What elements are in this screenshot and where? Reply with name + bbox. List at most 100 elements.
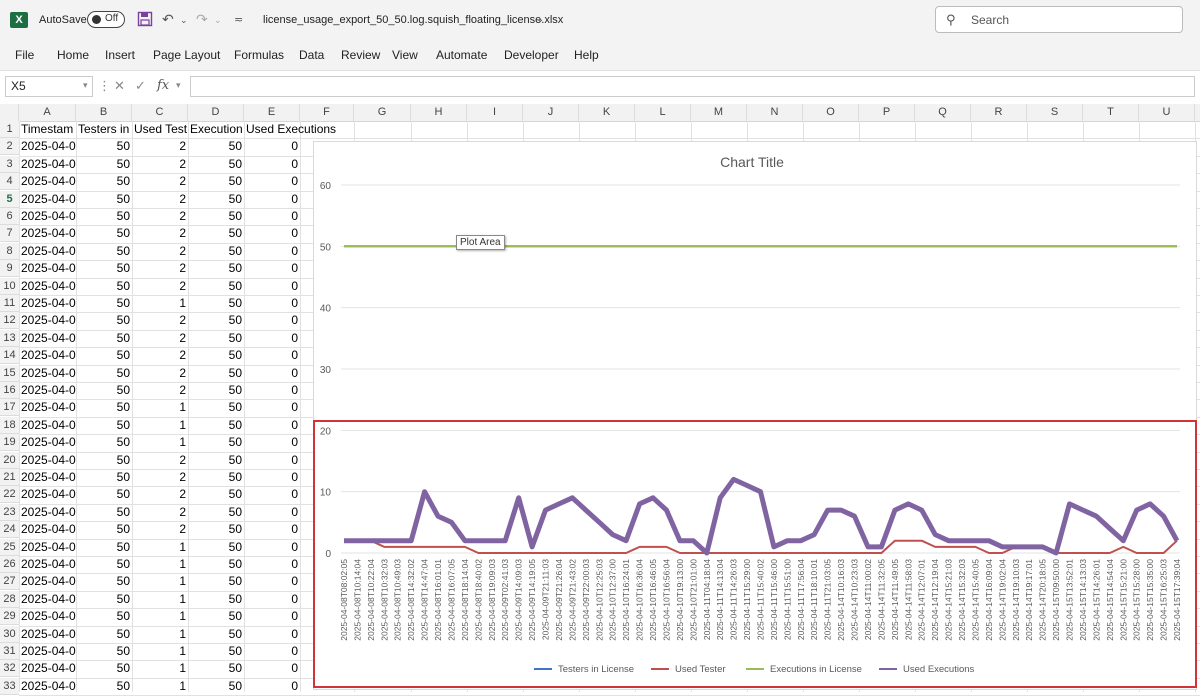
cell[interactable]: 50 [116,470,130,484]
row-header[interactable]: 20 [0,451,19,469]
cell[interactable]: 2025-04-0 [21,400,76,415]
cell[interactable]: 0 [291,539,298,554]
cell[interactable]: 2 [179,191,186,206]
cell[interactable]: 2025-04-0 [21,313,76,328]
cell[interactable]: 50 [116,296,130,310]
cell[interactable]: 50 [228,365,242,380]
cell[interactable]: 50 [116,661,130,676]
cell[interactable]: 50 [228,243,242,258]
more-options-icon[interactable]: ⋮ [98,78,111,93]
cell[interactable]: 2025-04-0 [21,330,76,345]
cell[interactable]: 0 [291,261,298,276]
row-header[interactable]: 30 [0,625,19,643]
cell[interactable]: 1 [179,296,186,310]
row-header[interactable]: 4 [0,173,19,191]
cell[interactable]: 0 [291,226,298,241]
cell[interactable]: 0 [291,661,298,676]
column-header-b[interactable]: B [76,104,132,121]
row-header[interactable]: 17 [0,399,19,417]
cell[interactable]: 0 [291,209,298,223]
cell[interactable]: 50 [116,557,130,571]
row-header[interactable]: 23 [0,503,19,521]
cell[interactable]: 50 [228,522,242,537]
cell[interactable]: 2 [179,487,186,502]
tab-automate[interactable]: Automate [436,48,488,62]
cell[interactable]: 50 [228,226,242,241]
cell[interactable]: 0 [291,400,298,415]
cell[interactable]: 50 [116,644,130,658]
row-header[interactable]: 10 [0,277,19,295]
cell[interactable]: 2 [179,313,186,328]
cell[interactable]: 50 [116,678,130,693]
row-header[interactable]: 13 [0,329,19,347]
filename-dropdown-icon[interactable]: ⌄ [536,14,545,25]
row-header[interactable]: 28 [0,590,19,608]
cell[interactable]: 2025-04-0 [21,504,76,519]
cell[interactable]: 1 [179,574,186,589]
tab-help[interactable]: Help [574,48,599,62]
cell[interactable]: 50 [116,139,130,154]
undo-dropdown-icon[interactable]: ⌄ [180,15,188,25]
column-header-r[interactable]: R [971,104,1027,121]
tab-view[interactable]: View [392,48,418,62]
cell[interactable]: 0 [291,330,298,345]
row-header[interactable]: 25 [0,538,19,556]
tab-file[interactable]: File [15,48,35,62]
cell[interactable]: 50 [228,557,242,571]
cell[interactable]: 0 [291,365,298,380]
cell[interactable]: 50 [228,139,242,154]
column-header-h[interactable]: H [411,104,467,121]
cell[interactable]: 2025-04-0 [21,591,76,606]
tab-data[interactable]: Data [299,48,325,62]
cell[interactable]: 1 [179,678,186,693]
cell[interactable]: 50 [116,156,130,171]
cell[interactable]: 50 [116,330,130,345]
column-header-a[interactable]: A [19,104,76,121]
cell[interactable]: 50 [116,383,130,397]
cell[interactable]: 50 [116,209,130,223]
select-all-corner[interactable] [0,104,19,121]
column-header-o[interactable]: O [803,104,859,121]
row-header[interactable]: 9 [0,260,19,278]
cell[interactable]: 1 [179,644,186,658]
cell[interactable]: 0 [291,417,298,432]
cell[interactable]: 2025-04-0 [21,156,76,171]
cell[interactable]: 50 [228,348,242,363]
column-header-j[interactable]: J [523,104,579,121]
cell[interactable]: 50 [228,383,242,397]
cell[interactable]: 50 [228,174,242,189]
tab-insert[interactable]: Insert [105,48,136,62]
cell[interactable]: 1 [179,626,186,641]
cell[interactable]: 2025-04-0 [21,191,76,206]
cell[interactable]: 50 [116,243,130,258]
cell[interactable]: 50 [228,591,242,606]
cell[interactable]: 2 [179,365,186,380]
cell[interactable]: 50 [228,296,242,310]
cell[interactable]: 0 [291,522,298,537]
row-header[interactable]: 21 [0,469,19,486]
tab-review[interactable]: Review [341,48,381,62]
cell[interactable]: 50 [116,174,130,189]
cell[interactable]: 0 [291,609,298,624]
cell[interactable]: 2 [179,452,186,467]
cell[interactable]: 50 [116,435,130,450]
cell[interactable]: 0 [291,243,298,258]
cell[interactable]: 2025-04-0 [21,435,76,450]
tab-formulas[interactable]: Formulas [234,48,285,62]
column-header-s[interactable]: S [1027,104,1083,121]
cell[interactable]: 50 [116,539,130,554]
cell[interactable]: 50 [228,452,242,467]
cell[interactable]: 50 [228,487,242,502]
save-icon[interactable] [137,11,153,30]
cell[interactable]: 2025-04-0 [21,644,76,658]
cell[interactable]: 50 [228,661,242,676]
cell[interactable]: 50 [228,574,242,589]
cell[interactable]: 50 [228,609,242,624]
redo-icon[interactable]: ↷ [196,11,208,27]
cell[interactable]: 2 [179,330,186,345]
cell[interactable]: 50 [228,504,242,519]
cell[interactable]: 0 [291,452,298,467]
row-header[interactable]: 33 [0,677,19,695]
cell[interactable]: 0 [291,313,298,328]
header-cell[interactable]: Execution [190,122,243,136]
